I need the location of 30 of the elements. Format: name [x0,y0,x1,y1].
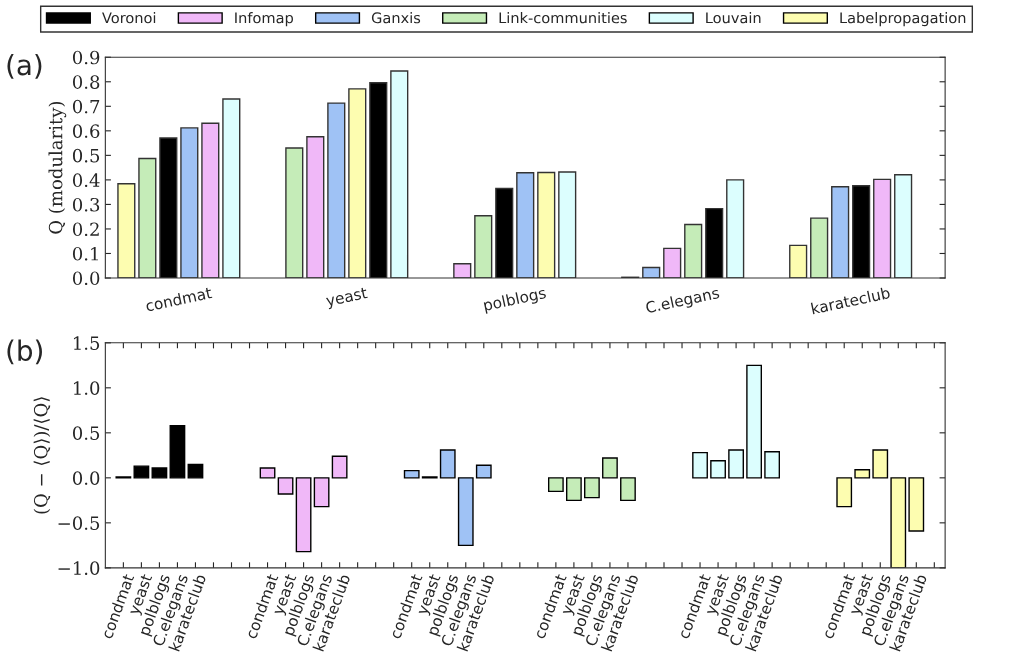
y-tick-label: 0.5 [72,148,100,163]
y-tick-label: 1.5 [73,336,100,350]
x-tick-label: condmat [145,286,213,312]
legend-label: Labelpropagation [840,12,966,27]
x-tick-label: C.elegans [645,286,721,317]
legend-label: Louvain [706,12,761,24]
legend-label: Link-communities [499,12,627,24]
legend-label: Infomap [235,12,293,27]
y-tick-label: 0.5 [72,426,100,440]
y-tick-label: −0.5 [58,516,100,530]
y-tick-label: −1.0 [58,561,100,575]
x-tick-label: yeast [325,287,369,310]
y-tick-label: 0.0 [72,271,100,286]
x-tick-label: polblogs [483,286,547,314]
legend-label: Voronoi [102,12,156,24]
y-axis-title: Q (modularity) [48,101,67,234]
legend-label: Ganxis [371,12,421,24]
y-tick-label: 0.9 [72,50,100,65]
y-tick-label: 0.6 [72,124,100,138]
y-tick-label: 0.8 [72,75,100,89]
y-tick-label: 0.1 [72,246,98,261]
y-tick-label: 1.0 [73,381,100,395]
text: (a) [7,53,42,79]
y-tick-label: 0.7 [72,99,100,114]
y-axis-title: (Q − ⟨Q⟩)/⟨Q⟩ [33,397,51,514]
y-tick-label: 0.4 [72,173,100,188]
y-tick-label: 0.0 [72,471,100,485]
y-tick-label: 0.2 [72,222,99,237]
text: (b) [7,339,42,365]
y-tick-label: 0.3 [72,197,100,212]
